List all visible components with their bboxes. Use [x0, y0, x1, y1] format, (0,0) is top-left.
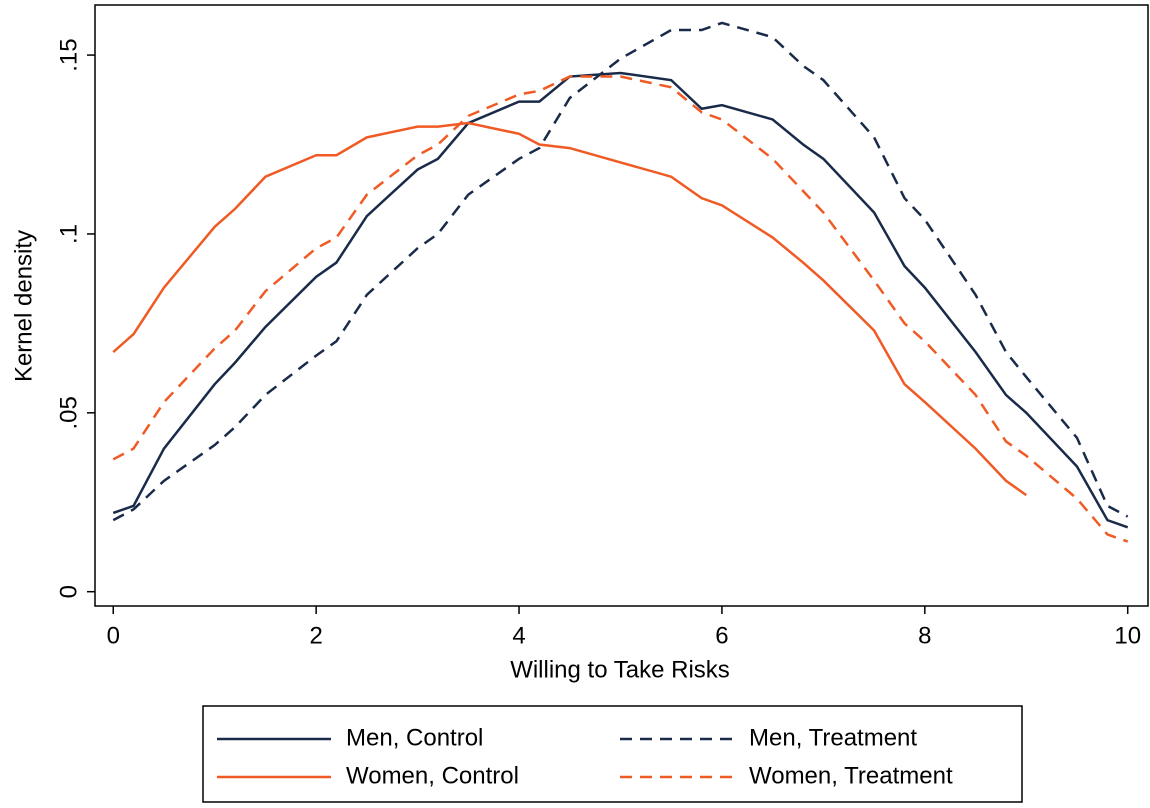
series-line	[112, 71, 1129, 529]
y-tick-label: .1	[55, 224, 82, 244]
y-tick-label: .15	[55, 38, 82, 71]
y-axis-title: Kernel density	[10, 230, 37, 382]
y-tick-label: 0	[55, 585, 82, 598]
x-tick-label: 10	[1114, 622, 1141, 649]
legend-label: Men, Control	[346, 724, 483, 751]
legend-label: Women, Control	[346, 762, 519, 789]
legend-label: Men, Treatment	[749, 724, 917, 751]
x-tick-label: 8	[918, 622, 931, 649]
x-tick-label: 4	[512, 622, 525, 649]
x-tick-label: 2	[309, 622, 322, 649]
series-line	[112, 121, 1027, 497]
plot-frame	[94, 4, 1149, 607]
x-axis-title: Willing to Take Risks	[510, 656, 730, 683]
series-line	[112, 75, 1129, 543]
legend-frame	[202, 705, 1023, 803]
y-tick-label: .05	[55, 396, 82, 429]
x-tick-label: 0	[107, 622, 120, 649]
x-tick-label: 6	[715, 622, 728, 649]
series-line	[112, 21, 1129, 522]
legend-label: Women, Treatment	[749, 762, 953, 789]
